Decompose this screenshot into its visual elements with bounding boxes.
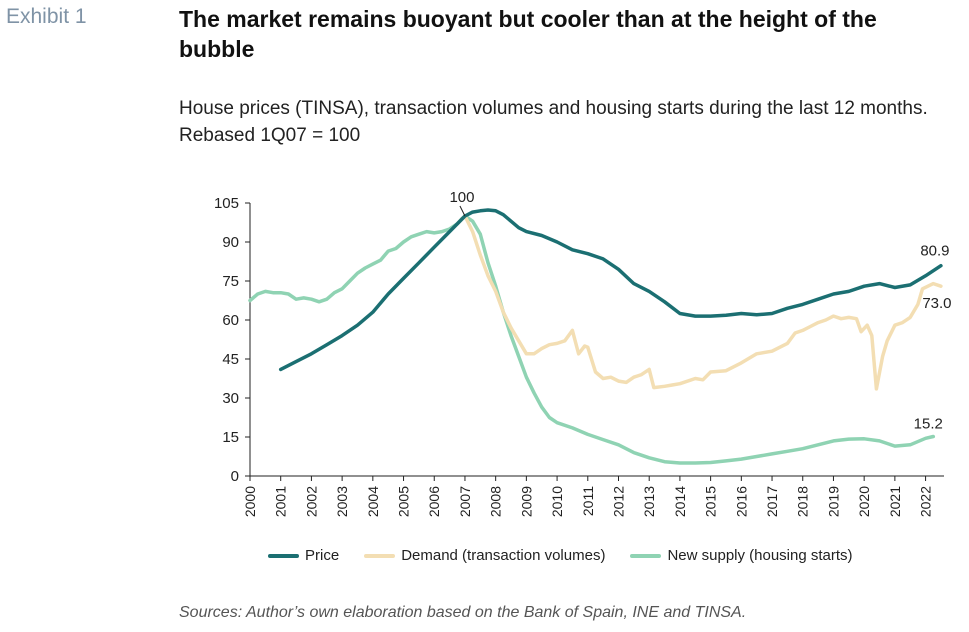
- annotation-supply-end: 15.2: [914, 415, 943, 432]
- y-tick-label: 60: [222, 312, 239, 329]
- x-tick-label: 2020: [856, 486, 872, 517]
- x-tick-label: 2003: [334, 486, 350, 517]
- y-tick-label: 15: [222, 429, 239, 446]
- x-tick-label: 2021: [887, 486, 903, 517]
- x-tick-label: 2008: [488, 486, 504, 517]
- x-tick-label: 2013: [641, 486, 657, 517]
- legend-swatch: [268, 553, 299, 558]
- series-line-price: [278, 208, 943, 372]
- source-note: Sources: Author’s own elaboration based …: [179, 604, 747, 621]
- legend-label: New supply (housing starts): [667, 547, 853, 564]
- x-tick-label: 2010: [549, 486, 565, 517]
- chart-subtitle: House prices (TINSA), transaction volume…: [179, 98, 928, 146]
- x-tick-label: 2011: [580, 486, 596, 516]
- line-chart: 0 15 30 45 60 75 90 105 2000 2001 2002 2003 2004 2005…: [214, 189, 952, 517]
- y-tick-label: 45: [222, 351, 239, 368]
- x-tick-label: 2015: [703, 486, 719, 517]
- x-tick-label: 2005: [396, 486, 412, 517]
- annotation-demand-end: 73.0: [922, 295, 951, 312]
- exhibit-label: Exhibit 1: [6, 5, 87, 28]
- x-tick-label: 2002: [303, 486, 319, 517]
- y-tick-label: 90: [222, 234, 239, 251]
- series-line-demand: [455, 214, 943, 391]
- annotation-leader: [459, 205, 466, 217]
- chart-legend: Price Demand (transaction volumes) New sup…: [268, 547, 878, 564]
- legend-swatch: [630, 553, 662, 558]
- annotation-100: 100: [449, 189, 474, 206]
- legend-label: Demand (transaction volumes): [401, 547, 606, 564]
- legend-item: New supply (housing starts): [630, 547, 853, 564]
- x-tick-label: 2009: [518, 486, 534, 517]
- legend-item: Demand (transaction volumes): [364, 547, 605, 564]
- y-tick-label: 0: [231, 468, 239, 485]
- x-tick-label: 2017: [764, 486, 780, 517]
- x-tick-label: 2007: [457, 486, 473, 517]
- chart-title: The market remains buoyant but cooler th…: [179, 6, 877, 62]
- series-line-supply: [248, 214, 936, 465]
- x-tick-label: 2019: [825, 486, 841, 517]
- x-tick-label: 2018: [795, 486, 811, 517]
- legend-label: Price: [305, 547, 340, 564]
- x-tick-label: 2014: [672, 486, 688, 517]
- x-tick-label: 2016: [733, 486, 749, 517]
- x-tick-label: 2000: [242, 486, 258, 517]
- y-tick-label: 105: [214, 195, 239, 212]
- legend-swatch: [364, 553, 396, 558]
- x-tick-label: 2004: [365, 486, 381, 517]
- x-tick-label: 2001: [273, 486, 289, 517]
- x-tick-label: 2012: [610, 486, 626, 517]
- y-tick-label: 75: [222, 273, 239, 290]
- x-tick-label: 2022: [918, 486, 934, 517]
- x-tick-label: 2006: [426, 486, 442, 517]
- y-tick-label: 30: [222, 390, 239, 407]
- legend-item: Price: [268, 547, 339, 564]
- annotation-price-end: 80.9: [920, 243, 949, 260]
